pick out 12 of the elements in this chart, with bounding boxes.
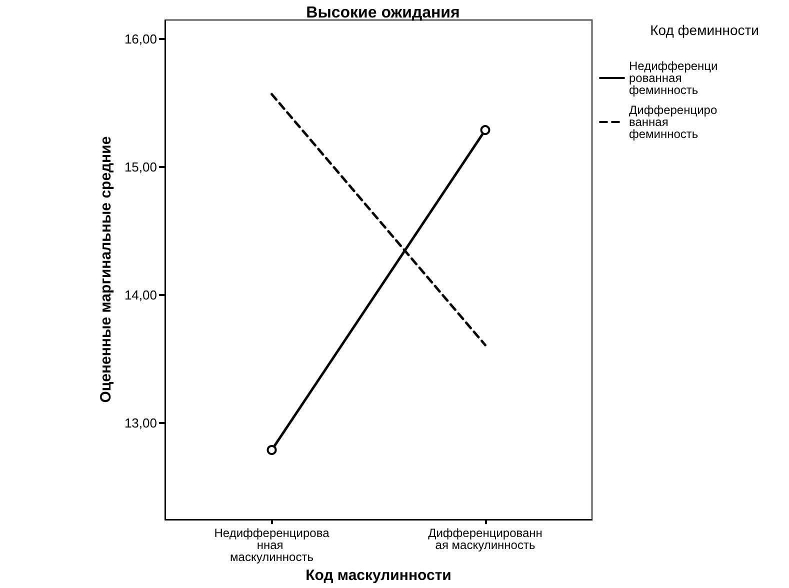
y-tick-label: 13,00 — [124, 416, 157, 431]
x-tick-label: Дифференцированная маскулинность — [428, 526, 542, 552]
y-axis-title: Оцененные маргинальные средние — [98, 136, 115, 403]
legend-label: Недифференцированная феминность — [629, 59, 718, 97]
y-tick-label: 14,00 — [124, 288, 157, 303]
x-tick-label: Недифференцированная маскулинность — [214, 526, 330, 564]
y-tick-label: 16,00 — [124, 32, 157, 47]
legend-label: Дифференцированная феминность — [629, 103, 718, 141]
chart-title: Высокие ожидания — [306, 4, 460, 22]
y-tick-label: 15,00 — [124, 160, 157, 175]
x-axis-title: Код маскулинности — [306, 567, 452, 584]
legend-title: Код феминности — [650, 22, 760, 38]
